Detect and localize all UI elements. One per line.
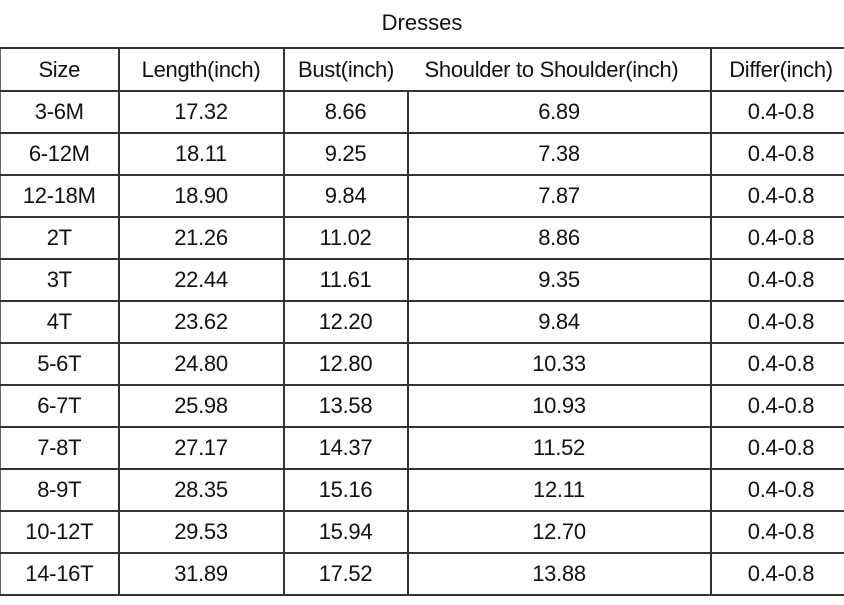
cell-length: 25.98 xyxy=(117,384,285,428)
cell-size: 6-12M xyxy=(0,132,120,176)
cell-size: 14-16T xyxy=(0,552,120,596)
cell-bust: 12.80 xyxy=(282,342,409,386)
cell-size: 12-18M xyxy=(0,174,120,218)
cell-size: 10-12T xyxy=(0,510,120,554)
table-title: Dresses xyxy=(381,10,463,35)
cell-shoulder: 12.11 xyxy=(406,468,712,512)
cell-bust: 9.25 xyxy=(282,132,409,176)
cell-length: 22.44 xyxy=(117,258,285,302)
cell-bust: 11.61 xyxy=(282,258,409,302)
cell-length: 31.89 xyxy=(117,552,285,596)
cell-length: 27.17 xyxy=(117,426,285,470)
cell-differ: 0.4-0.8 xyxy=(709,510,844,554)
table-row: 7-8T 27.17 14.37 11.52 0.4-0.8 xyxy=(0,426,844,470)
header-size: Size xyxy=(0,47,120,92)
header-length: Length(inch) xyxy=(117,47,285,92)
header-row: Size Length(inch) Bust(inch) Shoulder to… xyxy=(0,47,844,92)
table-row: 4T 23.62 12.20 9.84 0.4-0.8 xyxy=(0,300,844,344)
cell-length: 18.90 xyxy=(117,174,285,218)
cell-bust: 15.16 xyxy=(282,468,409,512)
cell-differ: 0.4-0.8 xyxy=(709,426,844,470)
cell-size: 5-6T xyxy=(0,342,120,386)
cell-shoulder: 13.88 xyxy=(406,552,712,596)
cell-shoulder: 9.84 xyxy=(406,300,712,344)
cell-differ: 0.4-0.8 xyxy=(709,132,844,176)
table-row: 8-9T 28.35 15.16 12.11 0.4-0.8 xyxy=(0,468,844,512)
cell-length: 18.11 xyxy=(117,132,285,176)
table-row: 14-16T 31.89 17.52 13.88 0.4-0.8 xyxy=(0,552,844,596)
cell-length: 29.53 xyxy=(117,510,285,554)
cell-differ: 0.4-0.8 xyxy=(709,90,844,134)
cell-size: 7-8T xyxy=(0,426,120,470)
cell-length: 23.62 xyxy=(117,300,285,344)
cell-shoulder: 6.89 xyxy=(406,90,712,134)
cell-bust: 14.37 xyxy=(282,426,409,470)
cell-length: 17.32 xyxy=(117,90,285,134)
cell-size: 2T xyxy=(0,216,120,260)
cell-size: 3-6M xyxy=(0,90,120,134)
header-shoulder: Shoulder to Shoulder(inch) xyxy=(407,47,712,92)
header-bust: Bust(inch) xyxy=(282,47,408,92)
cell-length: 24.80 xyxy=(117,342,285,386)
cell-size: 6-7T xyxy=(0,384,120,428)
cell-shoulder: 12.70 xyxy=(406,510,712,554)
cell-size: 4T xyxy=(0,300,120,344)
cell-differ: 0.4-0.8 xyxy=(709,216,844,260)
table-row: 5-6T 24.80 12.80 10.33 0.4-0.8 xyxy=(0,342,844,386)
table-row: 6-12M 18.11 9.25 7.38 0.4-0.8 xyxy=(0,132,844,176)
cell-shoulder: 7.87 xyxy=(406,174,712,218)
cell-shoulder: 7.38 xyxy=(406,132,712,176)
cell-bust: 9.84 xyxy=(282,174,409,218)
cell-shoulder: 9.35 xyxy=(406,258,712,302)
table-row: 3T 22.44 11.61 9.35 0.4-0.8 xyxy=(0,258,844,302)
cell-bust: 15.94 xyxy=(282,510,409,554)
cell-differ: 0.4-0.8 xyxy=(709,174,844,218)
table-row: 10-12T 29.53 15.94 12.70 0.4-0.8 xyxy=(0,510,844,554)
cell-length: 21.26 xyxy=(117,216,285,260)
cell-shoulder: 10.33 xyxy=(406,342,712,386)
cell-differ: 0.4-0.8 xyxy=(709,384,844,428)
cell-size: 3T xyxy=(0,258,120,302)
table-row: 3-6M 17.32 8.66 6.89 0.4-0.8 xyxy=(0,90,844,134)
cell-bust: 13.58 xyxy=(282,384,409,428)
cell-shoulder: 8.86 xyxy=(406,216,712,260)
cell-bust: 17.52 xyxy=(282,552,409,596)
cell-shoulder: 10.93 xyxy=(406,384,712,428)
cell-differ: 0.4-0.8 xyxy=(709,258,844,302)
cell-size: 8-9T xyxy=(0,468,120,512)
cell-bust: 12.20 xyxy=(282,300,409,344)
cell-bust: 8.66 xyxy=(282,90,409,134)
cell-shoulder: 11.52 xyxy=(406,426,712,470)
cell-length: 28.35 xyxy=(117,468,285,512)
table-row: 12-18M 18.90 9.84 7.87 0.4-0.8 xyxy=(0,174,844,218)
cell-bust: 11.02 xyxy=(282,216,409,260)
header-differ: Differ(inch) xyxy=(709,47,844,92)
cell-differ: 0.4-0.8 xyxy=(709,552,844,596)
cell-differ: 0.4-0.8 xyxy=(709,468,844,512)
table-row: 2T 21.26 11.02 8.86 0.4-0.8 xyxy=(0,216,844,260)
cell-differ: 0.4-0.8 xyxy=(709,300,844,344)
table-row: 6-7T 25.98 13.58 10.93 0.4-0.8 xyxy=(0,384,844,428)
size-chart-table: Size Length(inch) Bust(inch) Shoulder to… xyxy=(0,47,844,596)
cell-differ: 0.4-0.8 xyxy=(709,342,844,386)
